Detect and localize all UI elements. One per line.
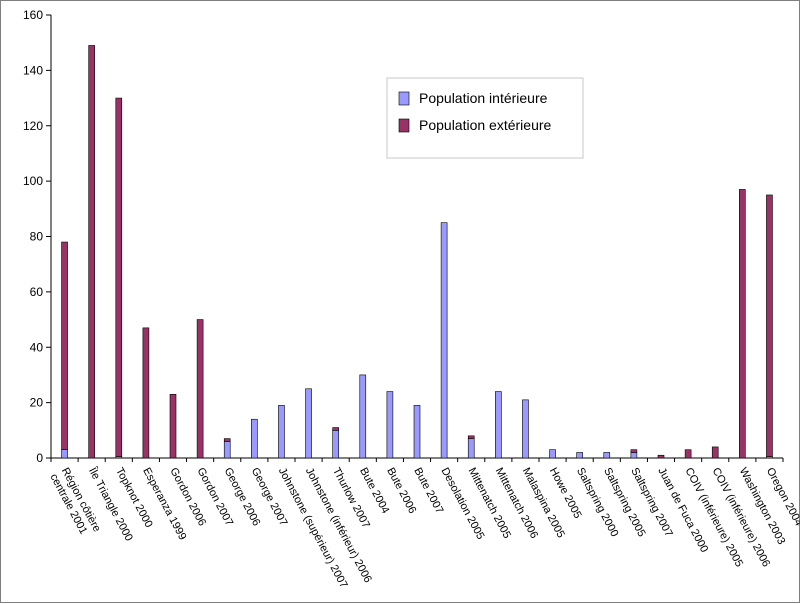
bar-interieure (359, 374, 367, 459)
bar-exterieure (684, 449, 692, 459)
bar-interieure (413, 405, 421, 459)
bar-exterieure (88, 45, 95, 459)
legend-label: Population extérieure (419, 117, 552, 133)
legend: Population intérieure Population extérieu… (386, 77, 584, 159)
bar-exterieure (61, 241, 68, 450)
bar-interieure (522, 399, 529, 459)
bar-interieure (61, 449, 68, 459)
legend-swatch (398, 91, 410, 106)
bar-exterieure (169, 394, 177, 459)
bars (61, 45, 773, 459)
x-tick-label: Juan de Fuca 2000 (655, 466, 710, 555)
bar-interieure (386, 391, 394, 459)
bar-exterieure (711, 446, 719, 459)
legend-swatch (398, 118, 410, 133)
bar-interieure (305, 388, 312, 459)
bar-interieure (549, 449, 556, 459)
y-tick-label: 140 (23, 63, 43, 77)
bar-interieure (278, 405, 285, 459)
bar-exterieure (115, 97, 123, 457)
bar-interieure (440, 222, 448, 459)
bar-interieure (467, 438, 475, 459)
bar-interieure (630, 452, 638, 459)
bar-exterieure (739, 189, 746, 459)
y-tick-label: 80 (30, 230, 44, 244)
y-tick-label: 60 (30, 285, 44, 299)
y-tick-label: 40 (30, 340, 44, 354)
bar-interieure (251, 418, 258, 459)
bar-exterieure (223, 438, 231, 442)
bar-interieure (603, 452, 611, 459)
legend-label: Population intérieure (419, 90, 548, 106)
bar-interieure (332, 430, 339, 459)
bar-exterieure (142, 327, 150, 459)
bar-exterieure (332, 427, 339, 431)
bar-interieure (576, 452, 583, 459)
bar-exterieure (657, 454, 665, 459)
y-tick-label: 20 (30, 396, 44, 410)
y-tick-label: 0 (36, 451, 43, 465)
bar-exterieure (467, 435, 475, 439)
y-tick-labels: 0 20 40 60 80 100 120 140 160 (23, 8, 43, 465)
y-tick-label: 160 (23, 8, 43, 22)
bar-exterieure (630, 449, 638, 453)
bar-interieure (495, 391, 502, 459)
bar-exterieure (196, 319, 204, 459)
bar-interieure (223, 441, 231, 459)
y-tick-label: 100 (23, 174, 43, 188)
y-tick-label: 120 (23, 119, 43, 133)
legend-box (386, 77, 584, 159)
bar-exterieure (766, 194, 773, 457)
